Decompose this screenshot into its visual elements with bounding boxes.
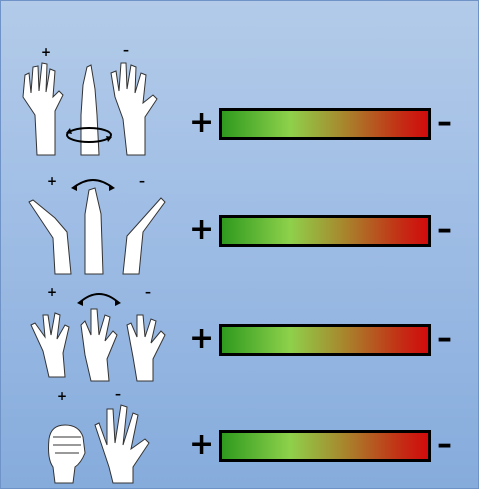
fist-open-hand-icon: + – [15, 387, 175, 492]
scale-plus-sign: + [189, 427, 215, 462]
illus-plus-sign: + [41, 45, 52, 59]
wrist-deviation-hands-icon: + – [15, 174, 175, 279]
gradient-scale-bar [219, 324, 431, 356]
illus-plus-sign: + [47, 174, 58, 188]
illus-plus-sign: + [47, 285, 58, 299]
scale-minus-sign: – [437, 427, 452, 462]
gradient-scale-bar [219, 215, 431, 247]
illus-minus-sign: – [145, 285, 151, 299]
gesture-row-spread: + – + – [1, 285, 478, 390]
gradient-scale-bar [219, 108, 431, 140]
illus-minus-sign: – [115, 387, 121, 401]
finger-spread-hands-icon: + – [15, 285, 175, 390]
forearm-rotation-hands-icon: + – [15, 43, 175, 156]
scale-minus-sign: – [437, 105, 452, 140]
scale-plus-sign: + [189, 212, 215, 247]
gesture-row-grip: + – + – [1, 387, 478, 492]
scale-minus-sign: – [437, 321, 452, 356]
scale-plus-sign: + [189, 105, 215, 140]
gesture-row-rotation: + – + – [1, 43, 478, 156]
gradient-scale-bar [219, 430, 431, 462]
scale-plus-sign: + [189, 321, 215, 356]
illus-plus-sign: + [57, 389, 68, 403]
gesture-row-deviation: + – + – [1, 174, 478, 279]
illus-minus-sign: – [123, 43, 129, 57]
scale-minus-sign: – [437, 212, 452, 247]
illus-minus-sign: – [139, 174, 145, 188]
